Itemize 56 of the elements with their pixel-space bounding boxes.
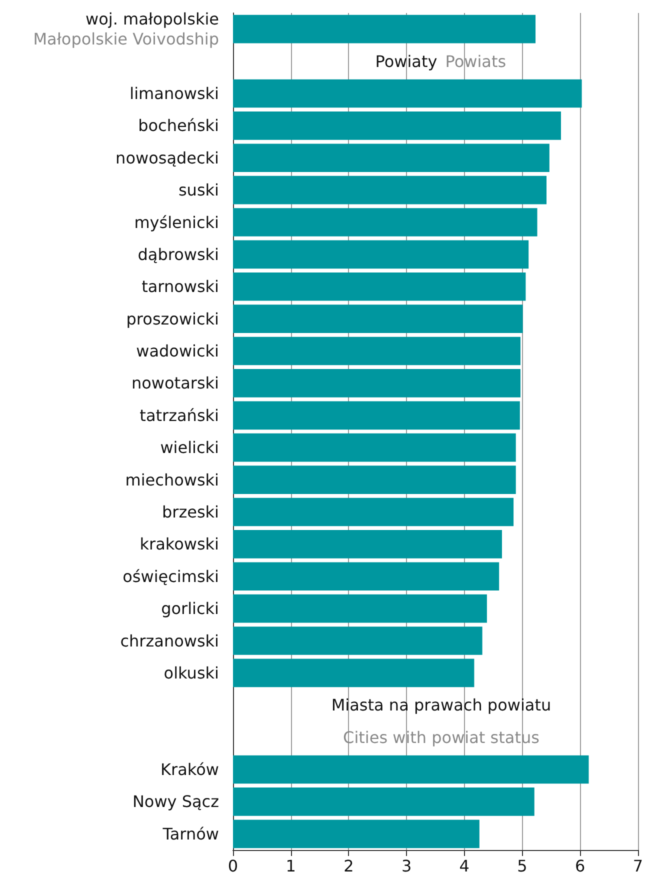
y-tick-label: olkuski bbox=[164, 663, 219, 682]
y-tick-label: krakowski bbox=[140, 534, 219, 554]
bar bbox=[233, 594, 487, 623]
y-tick-label: myślenicki bbox=[134, 212, 219, 232]
y-tick-label: nowotarski bbox=[131, 374, 219, 393]
bar bbox=[233, 144, 550, 172]
y-tick-label: brzeski bbox=[162, 502, 219, 522]
y-tick-label: woj. małopolskie Małopolskie Voivodship bbox=[33, 10, 219, 49]
bar bbox=[233, 658, 474, 688]
y-tick-label: tatrzański bbox=[140, 406, 219, 425]
bar bbox=[233, 14, 536, 44]
bar bbox=[233, 788, 534, 816]
bar bbox=[233, 304, 523, 333]
x-tick-label: 1 bbox=[286, 856, 296, 876]
bar bbox=[233, 466, 516, 494]
bar bbox=[233, 401, 520, 430]
bar bbox=[233, 336, 520, 366]
bar bbox=[233, 530, 502, 558]
bar bbox=[233, 433, 516, 462]
y-tick-label: limanowski bbox=[130, 84, 219, 103]
y-tick-label: Nowy Sącz bbox=[132, 792, 219, 812]
annotation: Powiaty bbox=[375, 52, 438, 71]
y-tick-label: Kraków bbox=[160, 760, 219, 780]
bar bbox=[233, 626, 482, 655]
bar bbox=[233, 208, 538, 236]
x-tick-label: 0 bbox=[228, 856, 238, 876]
bar bbox=[233, 79, 582, 108]
x-tick-label: 4 bbox=[459, 856, 470, 876]
x-tick-label: 6 bbox=[574, 856, 586, 876]
bar bbox=[233, 820, 480, 848]
y-tick-label: Tarnów bbox=[162, 824, 219, 844]
y-tick-label: suski bbox=[178, 180, 219, 200]
bar bbox=[233, 562, 500, 591]
y-tick-label: miechowski bbox=[125, 470, 219, 490]
y-tick-label: oświęcimski bbox=[122, 566, 219, 586]
x-tick-label: 7 bbox=[632, 856, 644, 876]
bar bbox=[233, 755, 589, 784]
bar bbox=[233, 498, 514, 526]
y-tick-label: chrzanowski bbox=[120, 631, 219, 650]
y-tick-label: bocheński bbox=[138, 116, 219, 136]
x-tick-label: 2 bbox=[344, 856, 354, 876]
x-tick-label: 3 bbox=[401, 856, 412, 876]
y-tick-label: wadowicki bbox=[136, 342, 219, 361]
bar bbox=[233, 240, 529, 269]
y-tick-label: dąbrowski bbox=[138, 244, 219, 264]
bar bbox=[233, 112, 561, 140]
bar bbox=[233, 176, 547, 204]
bar bbox=[233, 369, 520, 398]
y-tick-label: nowosądecki bbox=[116, 148, 219, 168]
bar bbox=[233, 272, 526, 301]
annotation: Miasta na prawach powiatu bbox=[331, 696, 552, 715]
x-tick-label: 5 bbox=[517, 856, 528, 876]
y-tick-label: wielicki bbox=[160, 438, 219, 458]
y-tick-label: proszowicki bbox=[126, 309, 219, 328]
y-tick-label: tarnowski bbox=[142, 277, 219, 296]
y-tick-label: gorlicki bbox=[161, 599, 219, 618]
